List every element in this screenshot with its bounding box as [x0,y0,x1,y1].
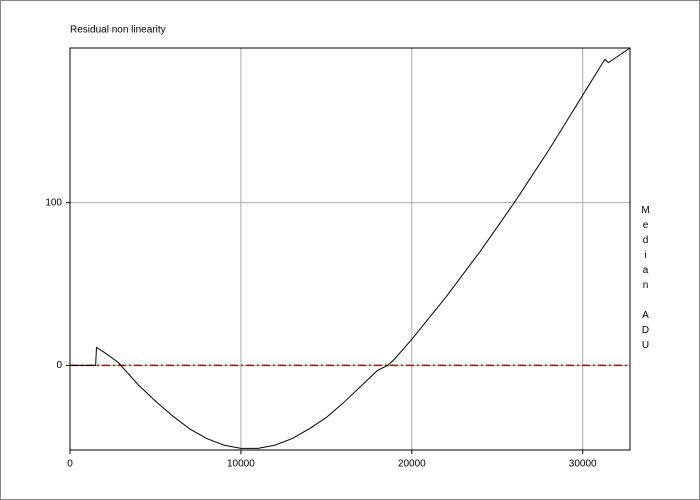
y-tick-label: 100 [45,197,62,208]
data-line [70,47,631,449]
x-tick-label: 0 [67,459,73,470]
plot-frame [69,47,631,451]
x-tick-label: 10000 [227,459,255,470]
y-axis-label: Median ADU [640,205,651,355]
x-tick-label: 30000 [569,459,597,470]
y-tick-label: 0 [56,360,62,371]
x-tick-label: 20000 [398,459,426,470]
chart-title: Residual non linearity [70,25,166,36]
